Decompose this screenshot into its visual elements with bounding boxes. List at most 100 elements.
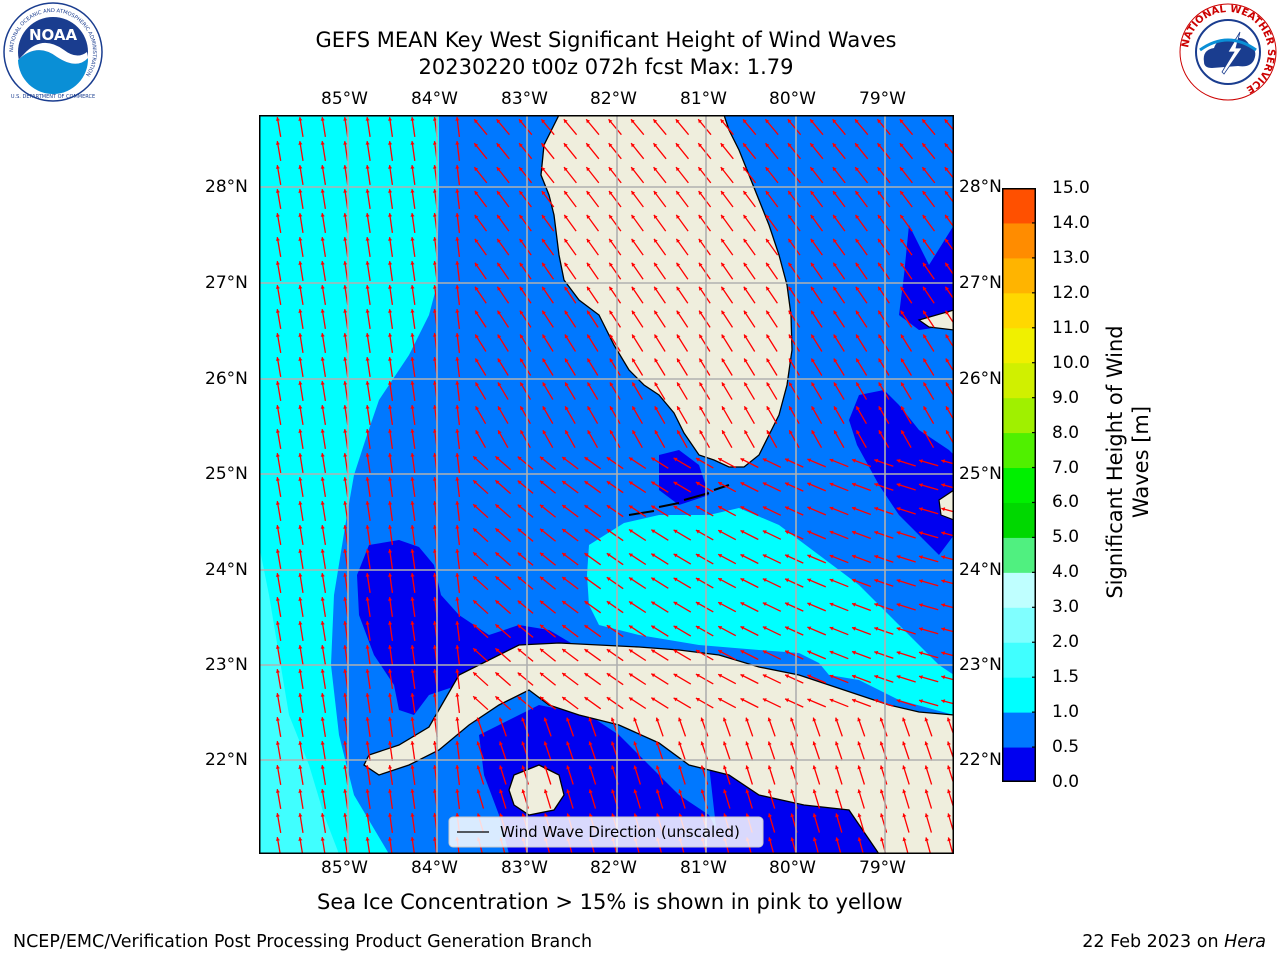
wave-band-0-0.5-bahamas — [849, 390, 954, 555]
wave-direction-arrowhead — [298, 405, 303, 409]
wave-direction-arrowhead — [520, 358, 524, 363]
nws-logo-icon: NATIONAL WEATHER SERVICE — [1179, 3, 1277, 101]
wave-direction-arrowhead — [298, 333, 303, 337]
wave-direction-arrowhead — [767, 717, 772, 722]
wave-direction-arrowhead — [588, 813, 593, 818]
wave-direction-arrowhead — [874, 530, 879, 535]
wave-direction-arrowhead — [320, 669, 325, 673]
wave-direction-arrowhead — [388, 693, 393, 697]
wave-direction-arrowhead — [495, 480, 500, 485]
wave-direction-arrowhead — [320, 573, 325, 577]
wave-direction-arrowhead — [540, 624, 544, 629]
wave-direction-arrowhead — [740, 650, 745, 654]
wave-direction-arrowhead — [833, 262, 837, 267]
wave-direction-arrowhead — [517, 504, 522, 509]
wave-direction-arrowhead — [388, 621, 393, 625]
wave-direction-arrowhead — [812, 837, 817, 842]
wave-direction-arrowhead — [587, 382, 591, 387]
wave-direction-arrowhead — [902, 765, 907, 770]
wave-direction-arrowhead — [807, 626, 812, 631]
wave-direction-arrowhead — [388, 501, 393, 505]
wave-direction-arrowhead — [588, 765, 593, 770]
wave-direction-arrowhead — [807, 506, 812, 511]
wave-direction-arrowhead — [810, 143, 815, 148]
wave-direction-arrowhead — [432, 333, 437, 337]
wave-direction-arrowhead — [606, 481, 611, 485]
wave-direction-arrowhead — [856, 358, 860, 363]
wave-direction-arrowhead — [388, 765, 393, 769]
wave-direction-arrowhead — [455, 117, 460, 121]
wave-direction-arrowhead — [606, 577, 611, 581]
wave-direction-arrowhead — [807, 602, 812, 607]
wave-direction-arrowhead — [698, 191, 703, 195]
wave-direction-arrowhead — [829, 674, 834, 679]
wave-direction-arrowhead — [298, 237, 303, 241]
wave-direction-arrowhead — [496, 167, 501, 172]
wave-direction-arrowhead — [540, 504, 544, 509]
wave-direction-arrowhead — [586, 167, 591, 172]
wave-direction-arrowhead — [343, 285, 348, 289]
wave-direction-arrowhead — [388, 141, 393, 145]
wave-direction-arrowhead — [810, 191, 815, 195]
wave-direction-arrowhead — [877, 167, 882, 172]
wave-direction-arrowhead — [855, 238, 860, 243]
wave-direction-arrowhead — [835, 789, 840, 794]
colorbar-segment — [1002, 188, 1036, 224]
wave-direction-arrowhead — [632, 382, 636, 387]
wave-direction-arrowhead — [631, 191, 636, 195]
colorbar-segment — [1002, 537, 1036, 573]
wave-direction-arrowhead — [473, 528, 478, 533]
wave-direction-arrowhead — [922, 191, 927, 195]
colorbar-tick-label: 4.0 — [1052, 562, 1080, 583]
wave-direction-arrowhead — [807, 458, 812, 463]
wave-direction-arrowhead — [432, 741, 437, 745]
wave-direction-arrowhead — [740, 482, 745, 486]
wave-direction-arrowhead — [762, 530, 767, 534]
colorbar-tick-label: 0.0 — [1052, 772, 1080, 792]
wave-direction-arrowhead — [811, 286, 815, 291]
colorbar-segment — [1002, 362, 1036, 399]
wave-direction-arrowhead — [564, 310, 569, 315]
wave-direction-arrowhead — [410, 621, 415, 625]
wave-direction-arrowhead — [833, 406, 838, 411]
wave-direction-arrowhead — [432, 285, 437, 289]
wave-direction-arrowhead — [765, 214, 770, 219]
wave-direction-arrowhead — [298, 549, 303, 553]
lon-label-bottom: 85°W — [321, 858, 368, 878]
wave-direction-arrowhead — [476, 813, 481, 818]
wave-direction-arrowhead — [902, 837, 907, 842]
wave-direction-arrowhead — [343, 525, 348, 529]
lon-label-top: 79°W — [859, 89, 906, 109]
wave-direction-arrowhead — [275, 165, 280, 169]
colorbar-segment — [1002, 397, 1036, 434]
wave-direction-arrowhead — [790, 765, 795, 770]
wave-direction-arrowhead — [945, 406, 950, 411]
wave-direction-arrowhead — [678, 741, 683, 746]
wave-direction-arrowhead — [654, 286, 658, 291]
wave-direction-arrowhead — [298, 813, 303, 817]
wave-direction-arrowhead — [651, 505, 656, 510]
wave-direction-arrowhead — [629, 601, 633, 606]
lon-label-bottom: 79°W — [859, 858, 906, 878]
wave-direction-arrowhead — [275, 549, 280, 553]
wave-direction-arrowhead — [745, 741, 750, 746]
wave-direction-arrowhead — [542, 430, 547, 435]
wave-direction-arrowhead — [320, 453, 325, 457]
wave-direction-arrowhead — [432, 477, 437, 481]
wave-direction-arrowhead — [496, 143, 501, 148]
wave-direction-arrowhead — [653, 119, 658, 124]
wave-direction-arrowhead — [762, 602, 767, 606]
wave-direction-arrowhead — [275, 357, 280, 361]
wave-direction-arrowhead — [829, 482, 834, 487]
wave-direction-arrowhead — [410, 429, 415, 433]
wave-direction-arrowhead — [878, 238, 882, 243]
wave-direction-arrowhead — [852, 602, 856, 607]
wave-direction-arrowhead — [721, 214, 725, 219]
wave-direction-arrowhead — [320, 189, 325, 193]
wave-direction-arrowhead — [542, 310, 546, 315]
wave-direction-arrowhead — [320, 477, 325, 481]
wave-direction-arrowhead — [275, 141, 280, 145]
wave-direction-arrowhead — [673, 649, 678, 654]
wave-direction-arrowhead — [609, 238, 613, 243]
wave-direction-arrowhead — [695, 482, 700, 486]
